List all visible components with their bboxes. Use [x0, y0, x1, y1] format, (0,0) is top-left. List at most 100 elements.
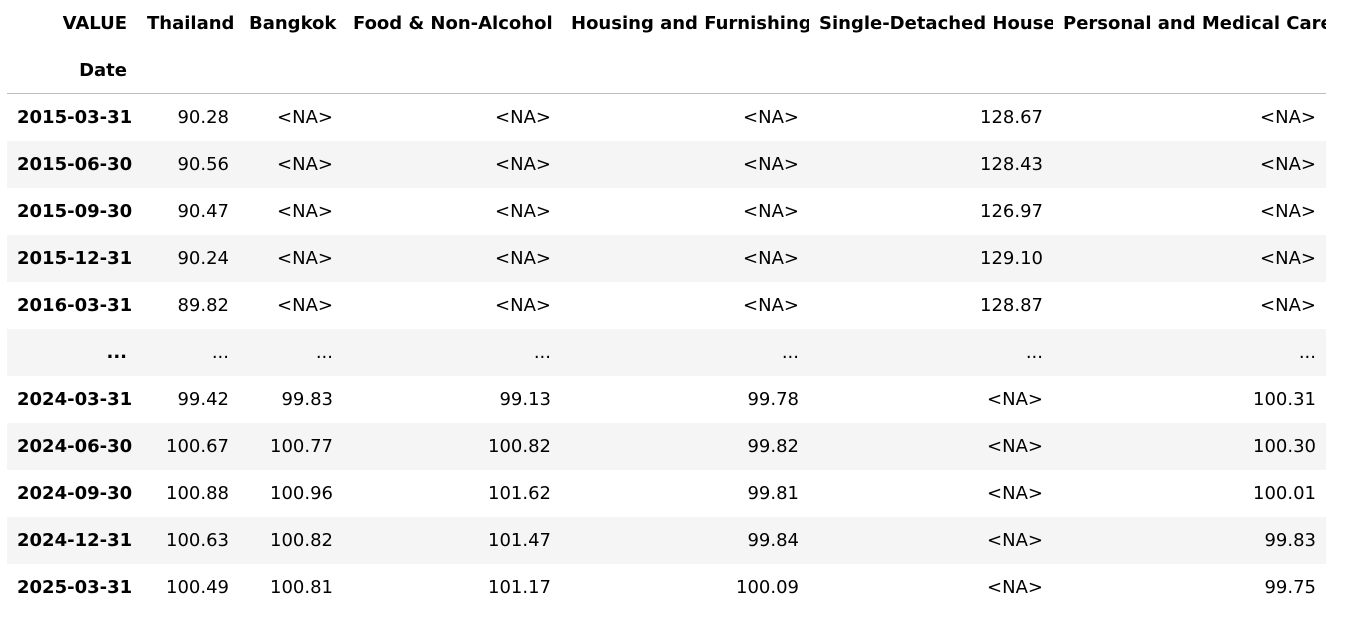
- table-body: 2015-03-31 90.28 <NA> <NA> <NA> 128.67 <NA> 201…: [7, 94, 1326, 612]
- table-row: .....................: [7, 329, 1326, 376]
- table-cell: 100.81: [270, 577, 333, 598]
- table-row: 2015-03-31 90.28 <NA> <NA> <NA> 128.67 <NA>: [7, 94, 1326, 142]
- table-cell: <NA>: [743, 248, 799, 269]
- table-cell: 100.63: [166, 530, 229, 551]
- row-index: 2024-03-31: [17, 389, 133, 410]
- table-cell: 99.78: [747, 389, 799, 410]
- table-cell: <NA>: [495, 154, 551, 175]
- row-index: 2015-09-30: [17, 201, 133, 222]
- column-header-bangkok: Bangkok: [249, 13, 337, 34]
- table-cell: <NA>: [743, 154, 799, 175]
- table-cell: 100.09: [736, 577, 799, 598]
- table-cell: 99.83: [281, 389, 333, 410]
- table-cell: <NA>: [277, 107, 333, 128]
- table-cell: 100.82: [270, 530, 333, 551]
- table-cell: ...: [315, 342, 333, 363]
- table-cell: 89.82: [177, 295, 229, 316]
- column-header-row: VALUE Thailand Bangkok Food & Non-Alcoho…: [7, 0, 1326, 47]
- table-cell: 100.82: [488, 436, 551, 457]
- table-cell: <NA>: [1260, 201, 1316, 222]
- index-name-row: Date: [7, 47, 1326, 94]
- table-row: 2015-06-30 90.56 <NA> <NA> <NA> 128.43 <NA>: [7, 141, 1326, 188]
- table-cell: ...: [1298, 342, 1316, 363]
- table-cell: 99.75: [1264, 577, 1316, 598]
- table-cell: <NA>: [987, 389, 1043, 410]
- table-cell: <NA>: [1260, 248, 1316, 269]
- table-cell: 128.67: [980, 107, 1043, 128]
- table-row: 2015-09-30 90.47 <NA> <NA> <NA> 126.97 <NA>: [7, 188, 1326, 235]
- row-index: 2024-09-30: [17, 483, 133, 504]
- table-cell: 90.56: [177, 154, 229, 175]
- table-cell: <NA>: [987, 577, 1043, 598]
- table-cell: <NA>: [987, 530, 1043, 551]
- table-cell: <NA>: [1260, 107, 1316, 128]
- dataframe-table: VALUE Thailand Bangkok Food & Non-Alcoho…: [7, 0, 1326, 611]
- table-cell: 100.49: [166, 577, 229, 598]
- empty-header-cell: [561, 47, 809, 94]
- table-cell: <NA>: [277, 295, 333, 316]
- table-cell: ...: [533, 342, 551, 363]
- table-header: VALUE Thailand Bangkok Food & Non-Alcoho…: [7, 0, 1326, 94]
- table-cell: 100.01: [1253, 483, 1316, 504]
- table-row: 2025-03-31 100.49 100.81 101.17 100.09 <NA> 99…: [7, 564, 1326, 611]
- table-cell: ...: [211, 342, 229, 363]
- table-cell: <NA>: [1260, 154, 1316, 175]
- table-cell: <NA>: [277, 201, 333, 222]
- table-cell: <NA>: [495, 248, 551, 269]
- table-cell: 101.62: [488, 483, 551, 504]
- table-cell: <NA>: [277, 154, 333, 175]
- row-index: 2015-12-31: [17, 248, 133, 269]
- table-row: 2024-03-31 99.42 99.83 99.13 99.78 <NA> 100.31: [7, 376, 1326, 423]
- table-cell: <NA>: [277, 248, 333, 269]
- column-header-personal-medical: Personal and Medical Care: [1063, 13, 1326, 34]
- table-cell: 101.47: [488, 530, 551, 551]
- column-header-thailand: Thailand: [147, 13, 235, 34]
- index-label: Date: [79, 59, 127, 81]
- row-index: 2015-06-30: [17, 154, 133, 175]
- row-index: 2024-12-31: [17, 530, 133, 551]
- column-header-housing: Housing and Furnishing: [571, 13, 809, 34]
- table-cell: 100.31: [1253, 389, 1316, 410]
- table-cell: 99.84: [747, 530, 799, 551]
- table-cell: 100.77: [270, 436, 333, 457]
- column-header-food: Food & Non-Alcohol: [353, 13, 553, 34]
- table-cell: <NA>: [743, 107, 799, 128]
- dataframe-output: VALUE Thailand Bangkok Food & Non-Alcoho…: [7, 0, 1327, 611]
- table-cell: 101.17: [488, 577, 551, 598]
- table-cell: 99.13: [499, 389, 551, 410]
- table-row: 2016-03-31 89.82 <NA> <NA> <NA> 128.87 <NA>: [7, 282, 1326, 329]
- table-cell: 90.24: [177, 248, 229, 269]
- table-cell: 100.88: [166, 483, 229, 504]
- table-cell: 90.47: [177, 201, 229, 222]
- table-cell: 99.82: [747, 436, 799, 457]
- table-cell: <NA>: [495, 201, 551, 222]
- table-row: 2024-09-30 100.88 100.96 101.62 99.81 <NA> 100…: [7, 470, 1326, 517]
- table-cell: <NA>: [495, 107, 551, 128]
- table-cell: 128.87: [980, 295, 1043, 316]
- table-cell: ...: [781, 342, 799, 363]
- empty-header-cell: [809, 47, 1053, 94]
- table-cell: 90.28: [177, 107, 229, 128]
- table-cell: <NA>: [743, 201, 799, 222]
- table-cell: 129.10: [980, 248, 1043, 269]
- row-index: 2015-03-31: [17, 107, 133, 128]
- table-cell: <NA>: [1260, 295, 1316, 316]
- table-cell: <NA>: [743, 295, 799, 316]
- empty-header-cell: [343, 47, 561, 94]
- table-cell: 99.83: [1264, 530, 1316, 551]
- table-cell: 99.81: [747, 483, 799, 504]
- row-index: 2024-06-30: [17, 436, 133, 457]
- table-cell: 100.96: [270, 483, 333, 504]
- table-cell: 100.67: [166, 436, 229, 457]
- empty-header-cell: [137, 47, 239, 94]
- table-cell: 99.42: [177, 389, 229, 410]
- column-header-single-detached: Single-Detached House: [819, 13, 1053, 34]
- table-row: 2024-06-30 100.67 100.77 100.82 99.82 <NA> 100…: [7, 423, 1326, 470]
- table-row: 2015-12-31 90.24 <NA> <NA> <NA> 129.10 <NA>: [7, 235, 1326, 282]
- table-cell: 128.43: [980, 154, 1043, 175]
- table-cell: 100.30: [1253, 436, 1316, 457]
- table-cell: 126.97: [980, 201, 1043, 222]
- columns-label: VALUE: [62, 13, 127, 34]
- row-index: ...: [106, 342, 127, 363]
- table-cell: <NA>: [987, 483, 1043, 504]
